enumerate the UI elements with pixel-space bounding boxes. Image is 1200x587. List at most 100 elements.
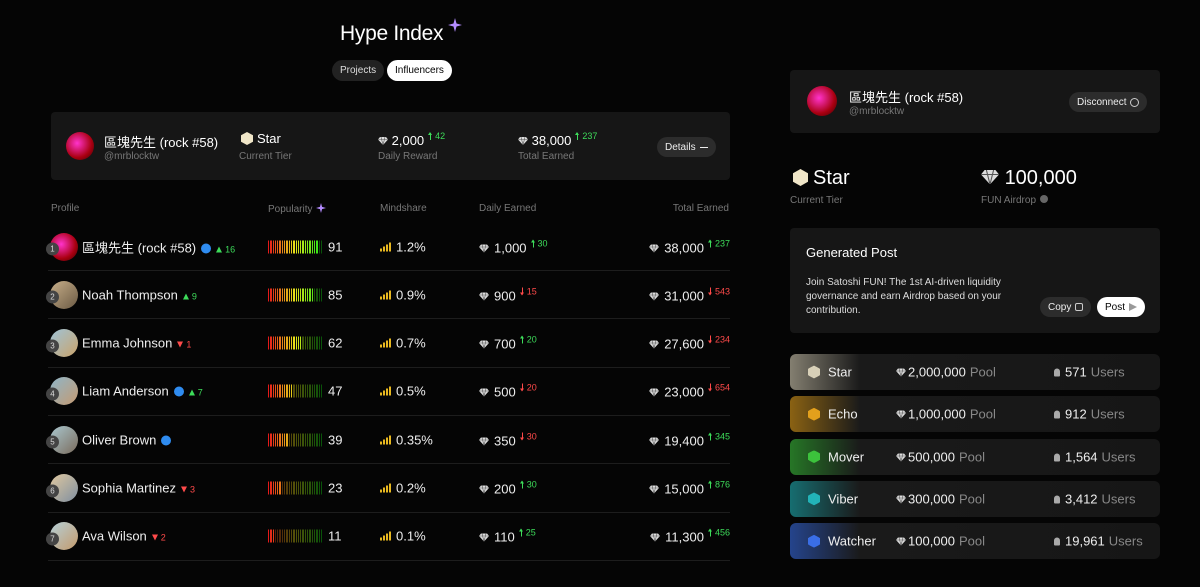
mindshare-value: 1.2% xyxy=(396,239,426,254)
name-text: 區塊先生 (rock #58) xyxy=(82,240,197,255)
bar-segment xyxy=(293,529,295,543)
change: 456 xyxy=(707,528,730,538)
daily-earned: 200 30 xyxy=(479,480,537,497)
change-value: 237 xyxy=(714,238,730,248)
tier-icon xyxy=(808,365,820,379)
tier-row: Echo 1,000,000 Pool 912 Users xyxy=(790,396,1160,433)
bar-segment xyxy=(274,384,277,398)
daily-earned: 350 30 xyxy=(479,431,537,448)
change-value: 30 xyxy=(537,238,548,248)
bar-segment xyxy=(309,433,311,447)
rank-badge: 7 xyxy=(46,532,59,546)
signal-bar xyxy=(380,489,382,493)
bar-segment xyxy=(297,288,300,302)
signal-bar xyxy=(383,246,385,251)
bar-segment xyxy=(281,529,284,543)
change: 30 xyxy=(519,479,537,490)
tier-icon xyxy=(808,534,820,548)
signal-bar xyxy=(380,441,382,445)
details-button[interactable]: Details xyxy=(657,137,716,157)
bar-segment xyxy=(281,288,284,302)
change-value: 30 xyxy=(526,479,537,490)
bar-segment xyxy=(302,336,304,350)
copy-button[interactable]: Copy xyxy=(1040,297,1092,317)
bar-segment xyxy=(279,433,281,447)
arrow-icon xyxy=(519,480,525,489)
account-tier-label: Current Tier xyxy=(790,195,843,206)
disconnect-button[interactable]: Disconnect xyxy=(1069,92,1148,112)
bar-segment xyxy=(277,481,279,495)
bar-segment xyxy=(281,384,284,398)
bar-segment xyxy=(309,529,311,543)
bar-segment xyxy=(281,240,284,253)
gem-icon xyxy=(896,453,906,462)
rank-change: 2 xyxy=(160,532,166,543)
bar-segment xyxy=(307,288,309,302)
change-value: 20 xyxy=(526,382,537,393)
verified-badge xyxy=(161,435,172,446)
popularity-bar xyxy=(268,336,323,350)
gem-icon xyxy=(479,340,489,349)
change-value: 20 xyxy=(526,334,537,345)
popularity-bar xyxy=(268,240,323,253)
bar-segment xyxy=(272,481,274,495)
gem-icon xyxy=(479,437,489,446)
tier-icon xyxy=(808,450,820,464)
bar-segment xyxy=(272,336,274,350)
bar-segment xyxy=(288,529,290,543)
bar-segment xyxy=(320,288,323,302)
bar-segment xyxy=(316,529,318,543)
tier-pool: 300,000 Pool xyxy=(896,491,985,506)
signal-bar xyxy=(386,388,388,396)
tier-pool: 1,000,000 Pool xyxy=(896,407,996,422)
bar-segment xyxy=(290,481,293,495)
bar-segment xyxy=(302,481,304,495)
pool-value: 300,000 xyxy=(908,491,955,507)
popularity-value: 39 xyxy=(328,432,343,448)
daily-value: 900 xyxy=(494,288,516,304)
bar-segment xyxy=(290,384,293,398)
info-icon xyxy=(1040,195,1049,203)
button-text: Copy xyxy=(1048,301,1072,313)
mindshare: 0.7% xyxy=(380,336,426,351)
users-label: Users xyxy=(1101,491,1136,507)
sparkle-icon xyxy=(316,203,327,213)
bar-segment xyxy=(304,384,307,398)
bar-segment xyxy=(295,240,297,253)
users-value: 912 xyxy=(1065,406,1087,422)
signal-bar xyxy=(386,485,388,493)
total-earned: 23,000 654 xyxy=(649,383,730,400)
tier-name: Watcher xyxy=(828,533,876,549)
bar-segment xyxy=(268,529,270,543)
rank-arrow xyxy=(180,486,187,493)
tab[interactable]: Influencers xyxy=(387,60,452,81)
bar-segment xyxy=(318,433,320,447)
tier-name: Star xyxy=(828,364,852,380)
bar-segment xyxy=(274,288,277,302)
sparkle-icon xyxy=(448,18,463,32)
change: 20 xyxy=(519,334,537,345)
pool-value: 1,000,000 xyxy=(908,406,966,422)
arrow-icon xyxy=(519,335,525,344)
bar-segment xyxy=(304,240,307,253)
bar-segment xyxy=(311,336,313,350)
rank-change: 3 xyxy=(189,484,195,495)
change-value: 15 xyxy=(526,286,537,297)
label-text: FUN Airdrop xyxy=(981,195,1037,206)
airdrop-label: FUN Airdrop xyxy=(981,195,1049,206)
arrow-icon xyxy=(707,239,713,247)
signal-icon xyxy=(380,531,391,541)
post-button[interactable]: Post xyxy=(1097,297,1146,317)
rank-badge: 2 xyxy=(46,290,59,304)
mindshare: 0.5% xyxy=(380,384,426,399)
bar-segment xyxy=(293,240,295,253)
account-tier: Star xyxy=(813,167,850,189)
gem-icon xyxy=(896,410,906,419)
bar-segment xyxy=(284,529,286,543)
tab[interactable]: Projects xyxy=(332,60,385,81)
bar-segment xyxy=(316,384,318,398)
bar-segment xyxy=(286,481,288,495)
total-value: 11,300 xyxy=(665,529,704,545)
users-value: 571 xyxy=(1065,364,1087,380)
mindshare-value: 0.1% xyxy=(396,528,426,544)
